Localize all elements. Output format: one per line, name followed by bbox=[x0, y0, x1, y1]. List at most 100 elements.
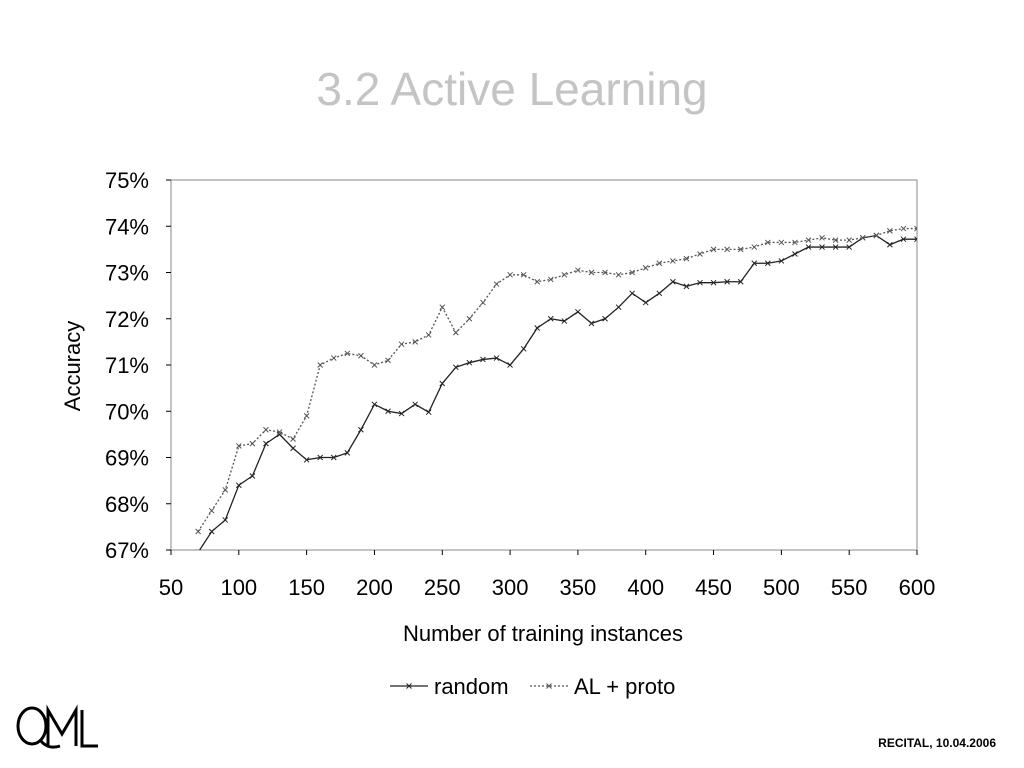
x-tick-label: 200 bbox=[356, 575, 393, 600]
data-point-marker bbox=[222, 517, 229, 523]
legend-marker bbox=[546, 683, 552, 689]
data-point-marker bbox=[452, 364, 459, 371]
data-point-marker bbox=[547, 315, 554, 322]
data-point-marker bbox=[670, 258, 676, 264]
data-point-marker bbox=[737, 246, 744, 253]
data-point-marker bbox=[358, 426, 364, 433]
data-point-marker bbox=[358, 352, 364, 359]
data-point-marker bbox=[344, 450, 351, 456]
y-tick-label: 74% bbox=[105, 214, 149, 239]
data-point-marker bbox=[656, 290, 663, 297]
data-point-marker bbox=[249, 440, 256, 447]
data-point-marker bbox=[656, 260, 663, 267]
x-axis-label: Number of training instances bbox=[403, 621, 683, 646]
x-tick-label: 450 bbox=[695, 575, 732, 600]
data-point-marker bbox=[398, 341, 405, 348]
data-point-marker bbox=[805, 237, 812, 243]
data-point-marker bbox=[235, 443, 242, 449]
data-point-marker bbox=[330, 355, 337, 361]
data-point-marker bbox=[520, 345, 527, 352]
data-point-marker bbox=[303, 413, 310, 419]
data-point-marker bbox=[534, 325, 541, 331]
data-point-marker bbox=[276, 429, 283, 435]
data-point-marker bbox=[751, 244, 758, 250]
y-tick-label: 71% bbox=[105, 353, 149, 378]
data-point-marker bbox=[290, 445, 296, 452]
data-point-marker bbox=[520, 271, 527, 278]
data-point-marker bbox=[792, 239, 798, 246]
data-point-marker bbox=[195, 549, 201, 550]
data-point-marker bbox=[615, 271, 622, 278]
data-point-marker bbox=[439, 380, 446, 387]
data-point-marker bbox=[371, 401, 378, 408]
series-al-proto bbox=[195, 225, 917, 535]
data-point-marker bbox=[900, 236, 907, 243]
data-point-marker bbox=[385, 408, 391, 415]
data-point-marker bbox=[846, 237, 853, 243]
data-point-marker bbox=[385, 357, 391, 364]
data-point-marker bbox=[398, 410, 405, 417]
data-point-marker bbox=[588, 269, 595, 276]
y-tick-label: 69% bbox=[105, 446, 149, 471]
data-point-marker bbox=[819, 234, 825, 241]
data-point-marker bbox=[507, 271, 513, 278]
y-tick-label: 68% bbox=[105, 492, 149, 517]
data-point-marker bbox=[819, 244, 825, 250]
data-point-marker bbox=[208, 528, 215, 535]
data-point-marker bbox=[575, 308, 581, 315]
data-point-marker bbox=[493, 281, 500, 287]
data-point-marker bbox=[751, 260, 758, 267]
plot-area-border bbox=[170, 179, 918, 551]
x-tick-label: 400 bbox=[627, 575, 664, 600]
data-point-marker bbox=[534, 278, 541, 285]
x-tick-label: 300 bbox=[492, 575, 529, 600]
data-point-marker bbox=[737, 278, 744, 285]
data-point-marker bbox=[208, 507, 215, 514]
footer-text: RECITAL, 10.04.2006 bbox=[878, 736, 996, 750]
y-tick-label: 75% bbox=[105, 168, 149, 193]
data-point-marker bbox=[222, 487, 229, 493]
series-layer bbox=[195, 225, 917, 550]
data-point-marker bbox=[846, 244, 853, 250]
data-point-marker bbox=[900, 225, 907, 232]
plot-frame bbox=[170, 179, 918, 551]
data-point-marker bbox=[914, 236, 917, 243]
x-axis-ticks: 50 100 150 200 250 300 350 400 450 500 550 600 bbox=[159, 550, 936, 600]
data-point-marker bbox=[629, 290, 636, 297]
data-point-marker bbox=[778, 258, 785, 264]
data-point-marker bbox=[371, 362, 378, 368]
data-point-marker bbox=[724, 278, 730, 285]
y-tick-label: 67% bbox=[105, 538, 149, 563]
data-point-marker bbox=[764, 260, 771, 267]
data-point-marker bbox=[263, 440, 269, 447]
x-tick-label: 50 bbox=[159, 575, 183, 600]
data-point-marker bbox=[697, 279, 703, 286]
series-line bbox=[198, 234, 917, 550]
x-tick-label: 350 bbox=[560, 575, 597, 600]
x-tick-label: 550 bbox=[831, 575, 868, 600]
data-point-marker bbox=[290, 436, 296, 442]
data-point-marker bbox=[493, 355, 500, 361]
data-point-marker bbox=[914, 225, 917, 232]
y-tick-label: 73% bbox=[105, 261, 149, 286]
data-point-marker bbox=[330, 454, 337, 461]
y-tick-label: 70% bbox=[105, 399, 149, 424]
x-tick-label: 600 bbox=[899, 575, 936, 600]
data-point-marker bbox=[425, 332, 432, 338]
legend-label: AL + proto bbox=[574, 674, 675, 699]
data-point-marker bbox=[724, 246, 730, 253]
data-point-marker bbox=[235, 482, 242, 489]
data-point-marker bbox=[602, 315, 608, 322]
x-tick-label: 500 bbox=[763, 575, 800, 600]
x-tick-label: 250 bbox=[424, 575, 461, 600]
data-point-marker bbox=[412, 339, 418, 345]
data-point-marker bbox=[629, 269, 636, 276]
data-point-marker bbox=[859, 234, 866, 241]
y-axis-ticks: 67% 68% 69% 70% 71% 72% 73% 74% 75% bbox=[105, 168, 171, 563]
data-point-marker bbox=[452, 329, 459, 336]
data-point-marker bbox=[439, 304, 446, 311]
data-point-marker bbox=[344, 350, 351, 357]
data-point-marker bbox=[832, 237, 839, 243]
data-point-marker bbox=[642, 299, 649, 306]
data-point-marker bbox=[683, 283, 690, 290]
